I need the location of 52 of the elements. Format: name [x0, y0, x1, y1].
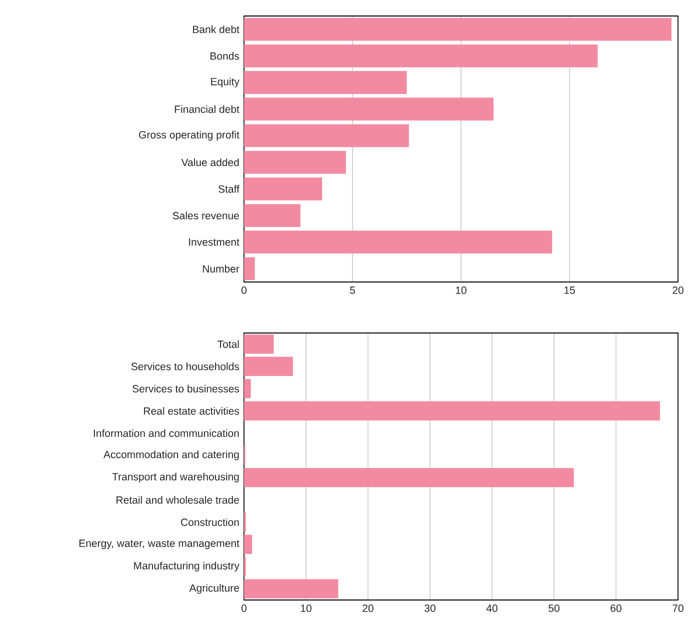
bar	[244, 204, 300, 227]
bar	[244, 468, 574, 488]
bar	[244, 379, 251, 398]
x-tick-label: 20	[362, 604, 374, 612]
y-tick-label: Construction	[181, 518, 239, 526]
y-tick-label: Number	[202, 264, 240, 273]
x-tick-label: 60	[610, 604, 622, 612]
bar	[244, 177, 322, 200]
y-tick-label: Information and communication	[94, 429, 239, 437]
x-tick-label: 40	[486, 604, 498, 612]
x-tick-label: 10	[300, 604, 312, 612]
y-tick-label: Value added	[181, 158, 239, 166]
y-tick-label: Total	[218, 340, 239, 348]
bar	[244, 534, 252, 554]
y-tick-label: Services to households	[131, 362, 240, 370]
x-tick-label: 30	[424, 604, 436, 612]
bar	[244, 71, 407, 94]
bar	[244, 124, 409, 148]
bar	[244, 401, 660, 420]
y-tick-label: Agriculture	[189, 584, 239, 594]
x-tick-label: 50	[548, 604, 560, 612]
y-tick-label: Services to businesses	[132, 384, 240, 392]
y-tick-label: Energy, water, waste management	[79, 540, 240, 550]
bar	[244, 257, 255, 280]
bar	[244, 356, 293, 376]
y-tick-label: Manufacturing industry	[134, 562, 240, 572]
y-tick-label: Real estate activities	[144, 407, 240, 415]
x-tick-label: 0	[241, 604, 247, 612]
x-tick-label: 15	[564, 286, 575, 294]
y-tick-label: Financial debt	[174, 105, 240, 113]
y-tick-label: Bonds	[210, 52, 240, 60]
y-tick-label: Investment	[189, 238, 240, 246]
y-tick-label: Bank debt	[193, 25, 240, 34]
y-tick-label: Equity	[211, 78, 240, 88]
bar	[244, 44, 598, 68]
x-tick-label: 5	[350, 286, 355, 294]
y-tick-label: Accommodation and catering	[103, 450, 239, 460]
x-tick-label: 0	[241, 286, 247, 294]
bar	[244, 98, 494, 121]
y-tick-label: Retail and wholesale trade	[116, 496, 239, 504]
y-tick-label: Gross operating profit	[139, 130, 240, 141]
y-tick-label: Transport and warehousing	[112, 472, 239, 483]
y-tick-label: Staff	[218, 185, 240, 193]
bar	[244, 230, 552, 254]
y-tick-label: Sales revenue	[172, 212, 239, 220]
x-tick-label: 10	[456, 286, 466, 294]
bar	[244, 18, 672, 41]
x-tick-label: 20	[672, 286, 684, 294]
bar	[244, 334, 274, 354]
bar	[244, 150, 346, 174]
bar	[244, 579, 338, 598]
x-tick-label: 70	[672, 604, 684, 612]
